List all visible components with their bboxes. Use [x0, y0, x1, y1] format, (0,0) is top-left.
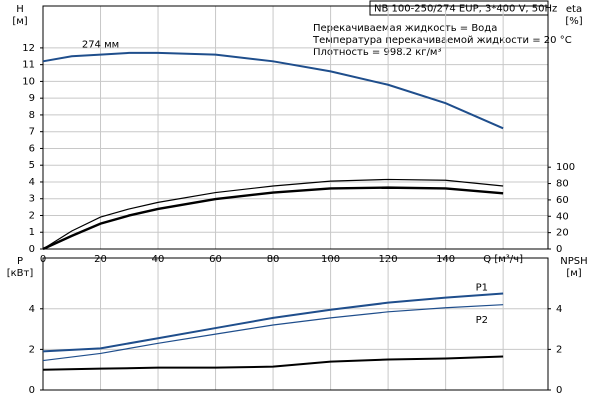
y-axis-label: [м] [12, 16, 27, 27]
curve [42, 292, 504, 353]
y2-tick-label: 0 [556, 385, 562, 396]
y-tick-label: 7 [29, 127, 35, 138]
note: Перекачиваемая жидкость = Вода [313, 23, 497, 34]
y2-tick-label: 40 [556, 211, 569, 222]
y-tick-label: 6 [29, 143, 35, 154]
y2-tick-label: 2 [556, 344, 562, 355]
y-axis-label: P [17, 256, 23, 267]
y2-tick-label: 20 [556, 228, 569, 239]
y2-axis-label: [%] [565, 16, 582, 27]
y-tick-label: 9 [29, 93, 35, 104]
plot-frame [42, 5, 549, 250]
y-tick-label: 11 [22, 60, 35, 71]
y2-axis-label: eta [566, 4, 582, 15]
y-tick-label: 4 [29, 304, 35, 315]
y2-tick-label: 80 [556, 179, 569, 190]
y-tick-label: 2 [29, 344, 35, 355]
y-axis-label: [кВт] [7, 268, 34, 279]
curve-label: 274 мм [82, 40, 119, 51]
y2-tick-label: 0 [556, 244, 562, 255]
curve [42, 355, 504, 371]
y-tick-label: 0 [29, 385, 35, 396]
curve-label: P1 [476, 283, 488, 294]
note: Температура перекачиваемой жидкости = 20… [312, 35, 572, 46]
model: NB 100-250/274 EUP, 3*400 V, 50Hz [374, 4, 557, 15]
y-tick-label: 4 [29, 177, 35, 188]
y-tick-label: 1 [29, 227, 35, 238]
y2-tick-label: 100 [556, 162, 575, 173]
curve [42, 186, 504, 251]
y2-axis-label: NPSH [560, 256, 587, 267]
note: Плотность = 998.2 кг/м³ [313, 47, 442, 58]
y-tick-label: 12 [22, 43, 35, 54]
y-tick-label: 8 [29, 110, 35, 121]
y-tick-label: 5 [29, 160, 35, 171]
curve [42, 51, 504, 130]
y-tick-label: 3 [29, 194, 35, 205]
curve [42, 178, 504, 250]
y-tick-label: 10 [22, 76, 35, 87]
curve [42, 304, 504, 362]
plot-frame [42, 257, 549, 391]
y2-axis-label: [м] [566, 268, 581, 279]
y-tick-label: 0 [29, 244, 35, 255]
y2-tick-label: 60 [556, 195, 569, 206]
y2-tick-label: 4 [556, 304, 562, 315]
y-axis-label: H [16, 4, 24, 15]
curve-label: P2 [476, 315, 488, 326]
y-tick-label: 2 [29, 210, 35, 221]
